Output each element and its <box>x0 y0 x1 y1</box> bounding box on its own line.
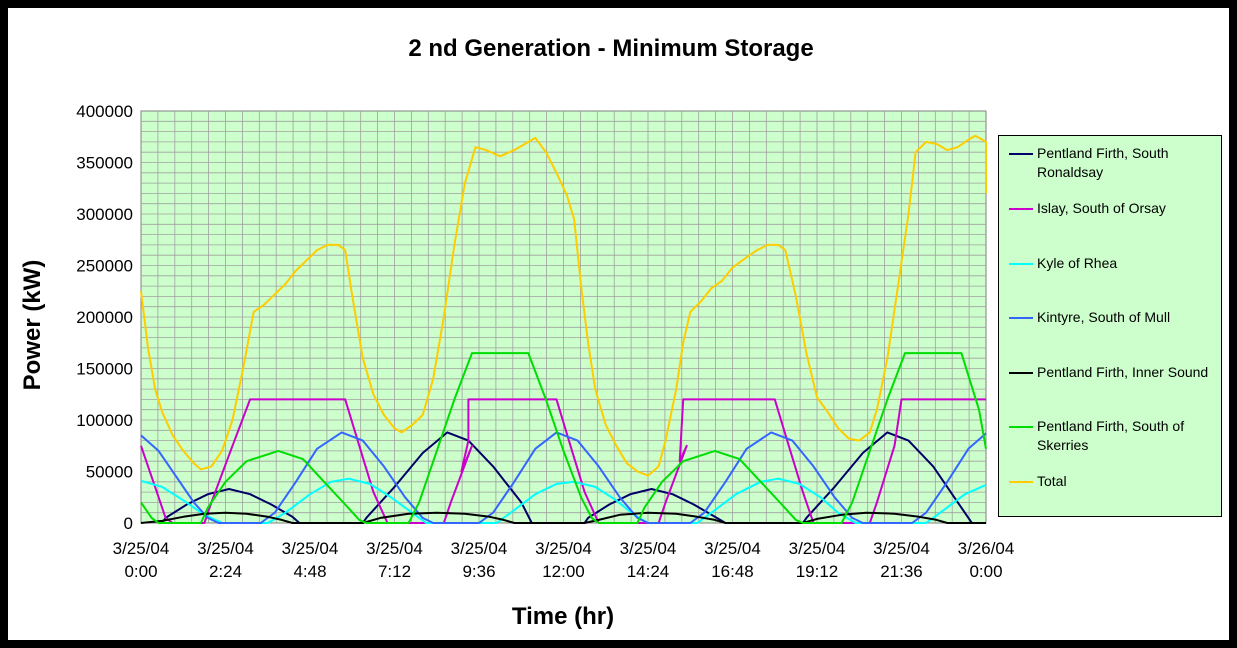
x-tick-label: 16:48 <box>711 562 754 581</box>
x-tick-label: 14:24 <box>627 562 670 581</box>
y-tick-label: 250000 <box>76 257 133 276</box>
plot-area <box>140 110 987 524</box>
chart-title: 2 nd Generation - Minimum Storage <box>408 35 813 62</box>
series-lines <box>140 134 987 524</box>
series-line-5 <box>140 352 987 524</box>
x-tick-label: 12:00 <box>542 562 585 581</box>
legend-swatch <box>1009 153 1033 155</box>
chart-svg: 2 nd Generation - Minimum Storage 400000… <box>19 35 1015 630</box>
x-tick-label: 0:00 <box>969 562 1002 581</box>
x-tick-label: 3/25/04 <box>282 539 339 558</box>
x-tick-label: 3/25/04 <box>366 539 423 558</box>
x-tick-label: 21:36 <box>880 562 923 581</box>
x-tick-label: 7:12 <box>378 562 411 581</box>
chart-area: 2 nd Generation - Minimum Storage 400000… <box>8 8 1229 640</box>
gridlines <box>141 111 986 523</box>
x-tick-label: 9:36 <box>462 562 495 581</box>
legend: Pentland Firth, South Ronaldsay Islay, So… <box>998 135 1222 517</box>
y-tick-label: 0 <box>124 514 133 533</box>
x-tick-label: 3/25/04 <box>535 539 592 558</box>
y-tick-label: 150000 <box>76 360 133 379</box>
y-tick-label: 300000 <box>76 205 133 224</box>
y-axis-ticks: 400000 350000 300000 250000 200000 150000 1000… <box>76 102 133 533</box>
y-tick-label: 400000 <box>76 102 133 121</box>
legend-label: Pentland Firth, South of Skerries <box>1037 418 1185 453</box>
x-axis-label: Time (hr) <box>512 603 614 630</box>
series-line-2 <box>140 477 987 524</box>
y-tick-label: 350000 <box>76 154 133 173</box>
legend-label: Total <box>1037 473 1067 489</box>
x-tick-label: 3/25/04 <box>451 539 508 558</box>
legend-label: Pentland Firth, Inner Sound <box>1037 364 1209 380</box>
series-line-4 <box>140 511 986 524</box>
legend-swatch <box>1009 481 1033 483</box>
x-tick-label: 19:12 <box>796 562 839 581</box>
legend-label: Islay, South of Orsay <box>1037 200 1166 216</box>
x-axis-ticks: 3/25/04 0:00 3/25/04 2:24 3/25/04 4:48 3/25/04… <box>113 539 1015 581</box>
x-tick-label: 3/26/04 <box>958 539 1015 558</box>
x-tick-label: 4:48 <box>293 562 326 581</box>
x-tick-label: 3/25/04 <box>620 539 677 558</box>
legend-swatch <box>1009 208 1033 210</box>
x-tick-label: 3/25/04 <box>873 539 930 558</box>
x-tick-label: 3/25/04 <box>704 539 761 558</box>
x-tick-label: 3/25/04 <box>113 539 170 558</box>
legend-label: Kyle of Rhea <box>1037 255 1118 271</box>
y-axis-label: Power (kW) <box>19 260 46 391</box>
series-line-6 <box>140 134 987 477</box>
y-tick-label: 100000 <box>76 411 133 430</box>
legend-swatch <box>1009 372 1033 374</box>
legend-swatch <box>1009 426 1033 428</box>
x-tick-label: 2:24 <box>209 562 242 581</box>
x-tick-label: 0:00 <box>124 562 157 581</box>
x-tick-label: 3/25/04 <box>197 539 254 558</box>
legend-label: Pentland Firth, South Ronaldsay <box>1037 145 1169 180</box>
legend-swatch <box>1009 263 1033 265</box>
y-tick-label: 50000 <box>86 463 133 482</box>
legend-swatch <box>1009 317 1033 319</box>
x-tick-label: 3/25/04 <box>789 539 846 558</box>
series-line-1 <box>140 398 986 524</box>
y-tick-label: 200000 <box>76 308 133 327</box>
legend-label: Kintyre, South of Mull <box>1037 309 1171 325</box>
